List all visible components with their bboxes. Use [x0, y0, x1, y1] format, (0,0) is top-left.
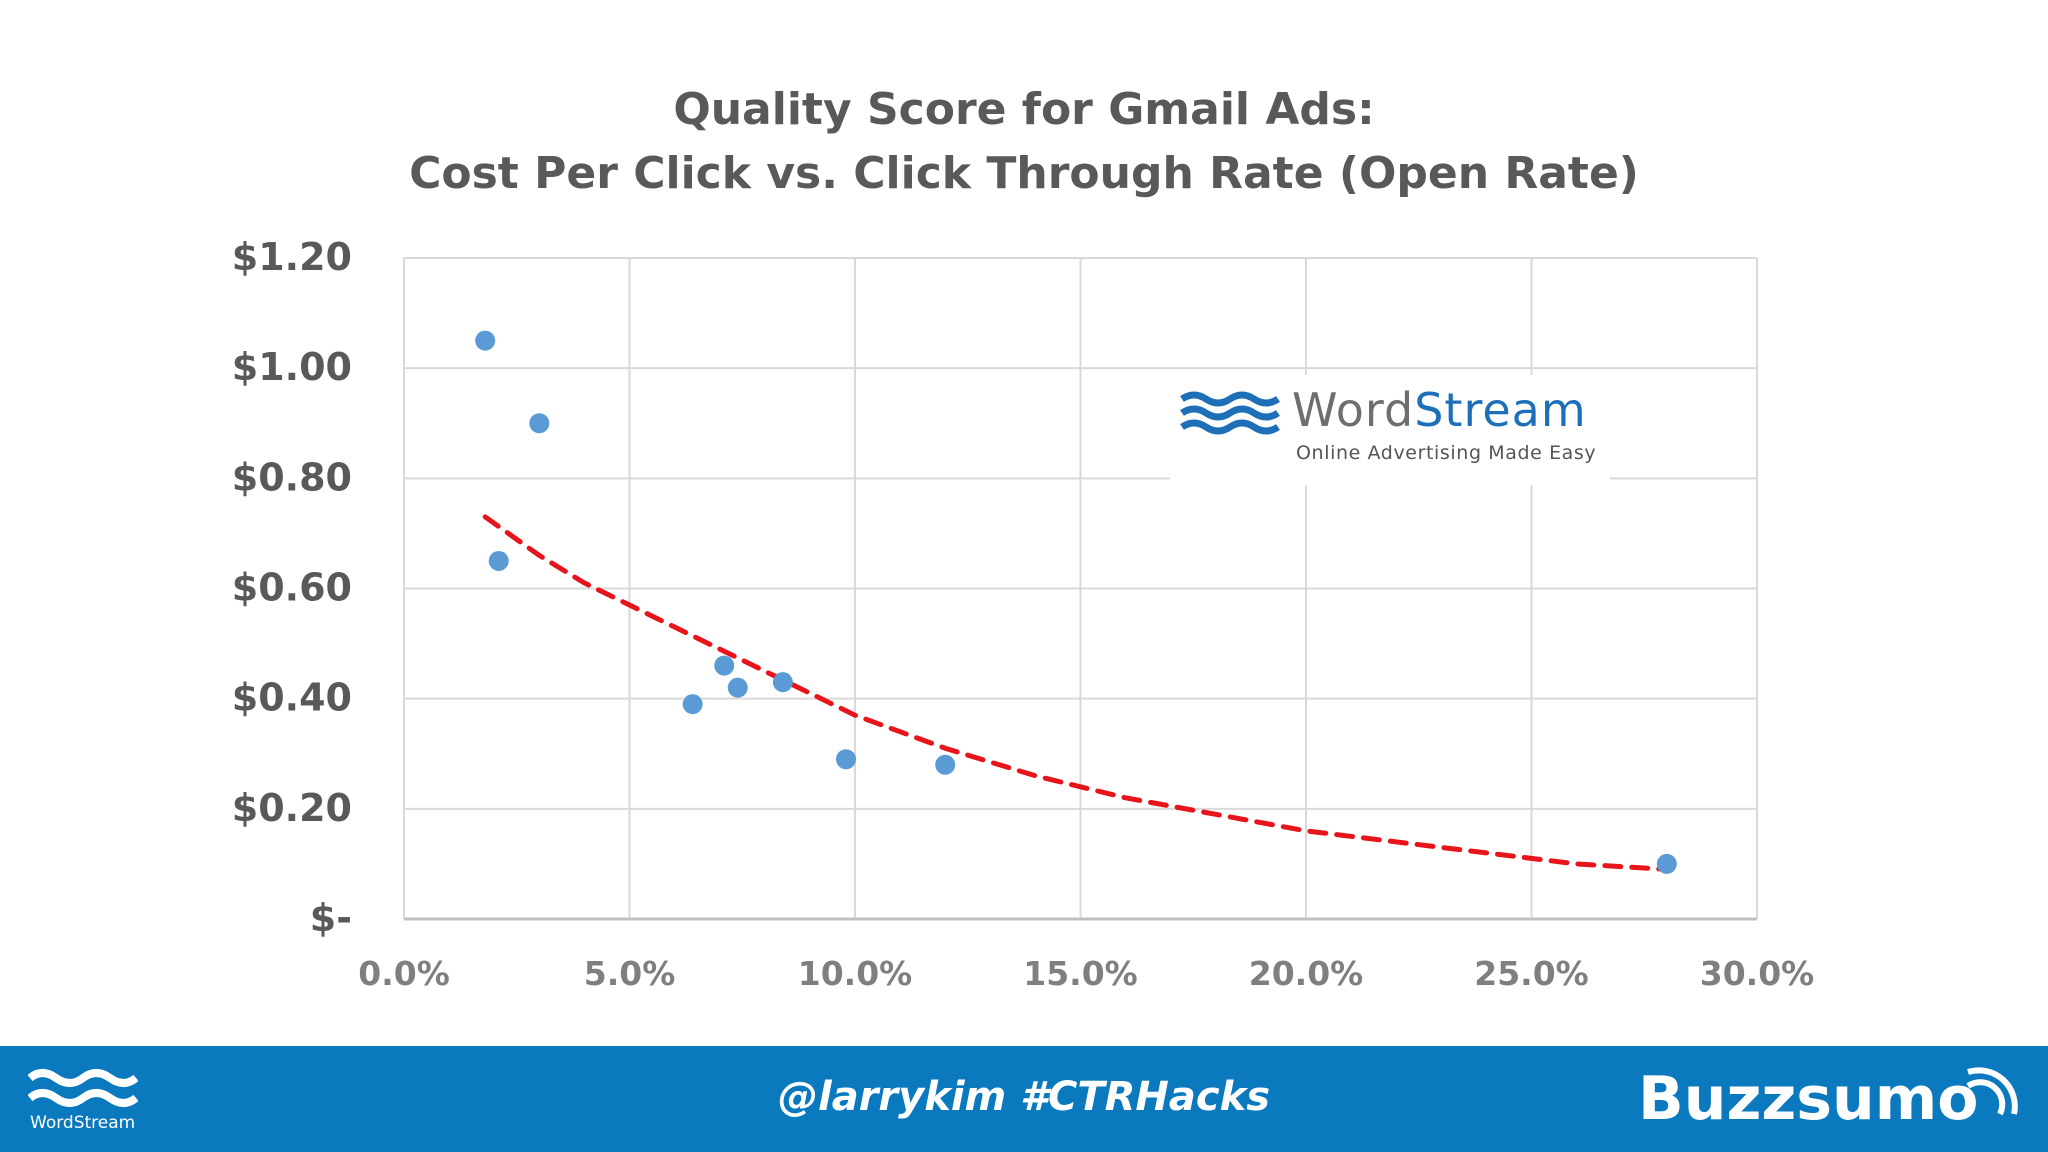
y-tick-label: $0.60: [232, 566, 352, 610]
y-tick-label: $0.40: [232, 676, 352, 720]
grid-lines: [403, 257, 1758, 921]
data-point: [772, 672, 793, 693]
footer-handle: @larrykim #CTRHacks: [777, 1074, 1270, 1120]
chart-title-line-1: Quality Score for Gmail Ads:: [673, 84, 1375, 135]
buzzsumo-signal-icon: [1966, 1067, 2018, 1116]
data-point: [714, 655, 735, 676]
trendline: [482, 514, 1670, 872]
wordstream-name-word: Word: [1292, 383, 1415, 437]
trendline-layer: [482, 514, 1670, 872]
data-point: [682, 694, 703, 715]
x-tick-label: 5.0%: [584, 954, 676, 993]
footer-wordstream-label: WordStream: [30, 1113, 136, 1133]
data-point: [935, 754, 956, 775]
data-point: [727, 677, 748, 698]
y-tick-labels: $- $0.20 $0.40 $0.60 $0.80 $1.00 $1.20: [232, 235, 352, 940]
chart-title-line-2: Cost Per Click vs. Click Through Rate (O…: [409, 148, 1639, 199]
y-tick-label: $1.00: [232, 345, 352, 389]
wordstream-waves-icon: [1180, 391, 1280, 435]
data-point: [835, 749, 856, 770]
x-tick-label: 15.0%: [1023, 954, 1138, 993]
wordstream-name-stream: Stream: [1414, 383, 1587, 437]
y-tick-label: $0.80: [232, 455, 352, 499]
wordstream-tagline: Online Advertising Made Easy: [1296, 442, 1597, 464]
scatter-chart: 0.0% 5.0% 10.0% 15.0% 20.0% 25.0% 30.0% $- $0.2…: [232, 235, 1814, 993]
y-tick-label: $0.20: [232, 786, 352, 830]
points-layer: [475, 330, 1677, 874]
x-tick-label: 0.0%: [358, 954, 450, 993]
x-tick-label: 10.0%: [798, 954, 913, 993]
y-tick-label: $1.20: [232, 235, 352, 279]
x-tick-label: 20.0%: [1249, 954, 1364, 993]
data-point: [475, 330, 496, 351]
wordstream-name: WordStream: [1292, 383, 1587, 437]
x-tick-label: 25.0%: [1474, 954, 1589, 993]
footer-bar: WordStream @larrykim #CTRHacks Buzzsumo: [0, 1046, 2048, 1152]
y-tick-label: $-: [310, 896, 352, 940]
footer-wordstream-waves-icon: [28, 1069, 138, 1107]
data-point: [488, 550, 509, 571]
x-tick-label: 30.0%: [1700, 954, 1815, 993]
data-point: [529, 413, 550, 434]
x-tick-labels: 0.0% 5.0% 10.0% 15.0% 20.0% 25.0% 30.0%: [358, 954, 1814, 993]
data-point: [1656, 853, 1677, 874]
footer-buzzsumo-logo: Buzzsumo: [1638, 1064, 1979, 1134]
wordstream-watermark: WordStream Online Advertising Made Easy: [1170, 375, 1610, 485]
